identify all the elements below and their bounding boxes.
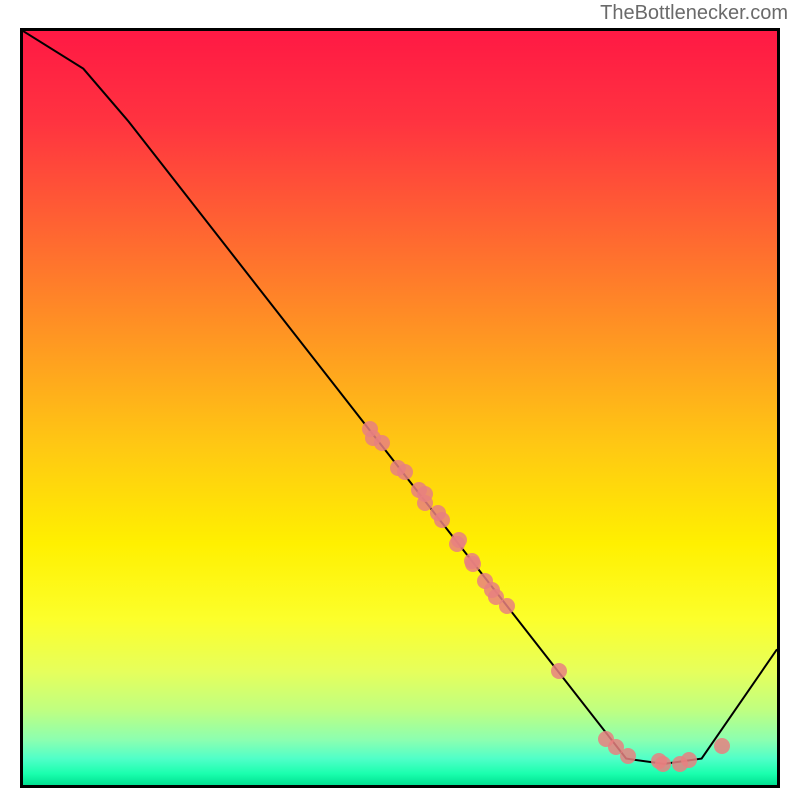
chart-marker	[655, 756, 671, 772]
chart-marker	[681, 752, 697, 768]
chart-curve	[23, 31, 777, 785]
chart-marker	[620, 748, 636, 764]
chart-marker	[465, 556, 481, 572]
chart-marker	[449, 536, 465, 552]
chart-frame	[20, 28, 780, 788]
attribution-text: TheBottlenecker.com	[600, 2, 788, 25]
chart-marker	[374, 435, 390, 451]
chart-marker	[397, 464, 413, 480]
chart-marker	[499, 598, 515, 614]
chart-marker	[714, 738, 730, 754]
chart-marker	[434, 512, 450, 528]
chart-marker	[551, 663, 567, 679]
